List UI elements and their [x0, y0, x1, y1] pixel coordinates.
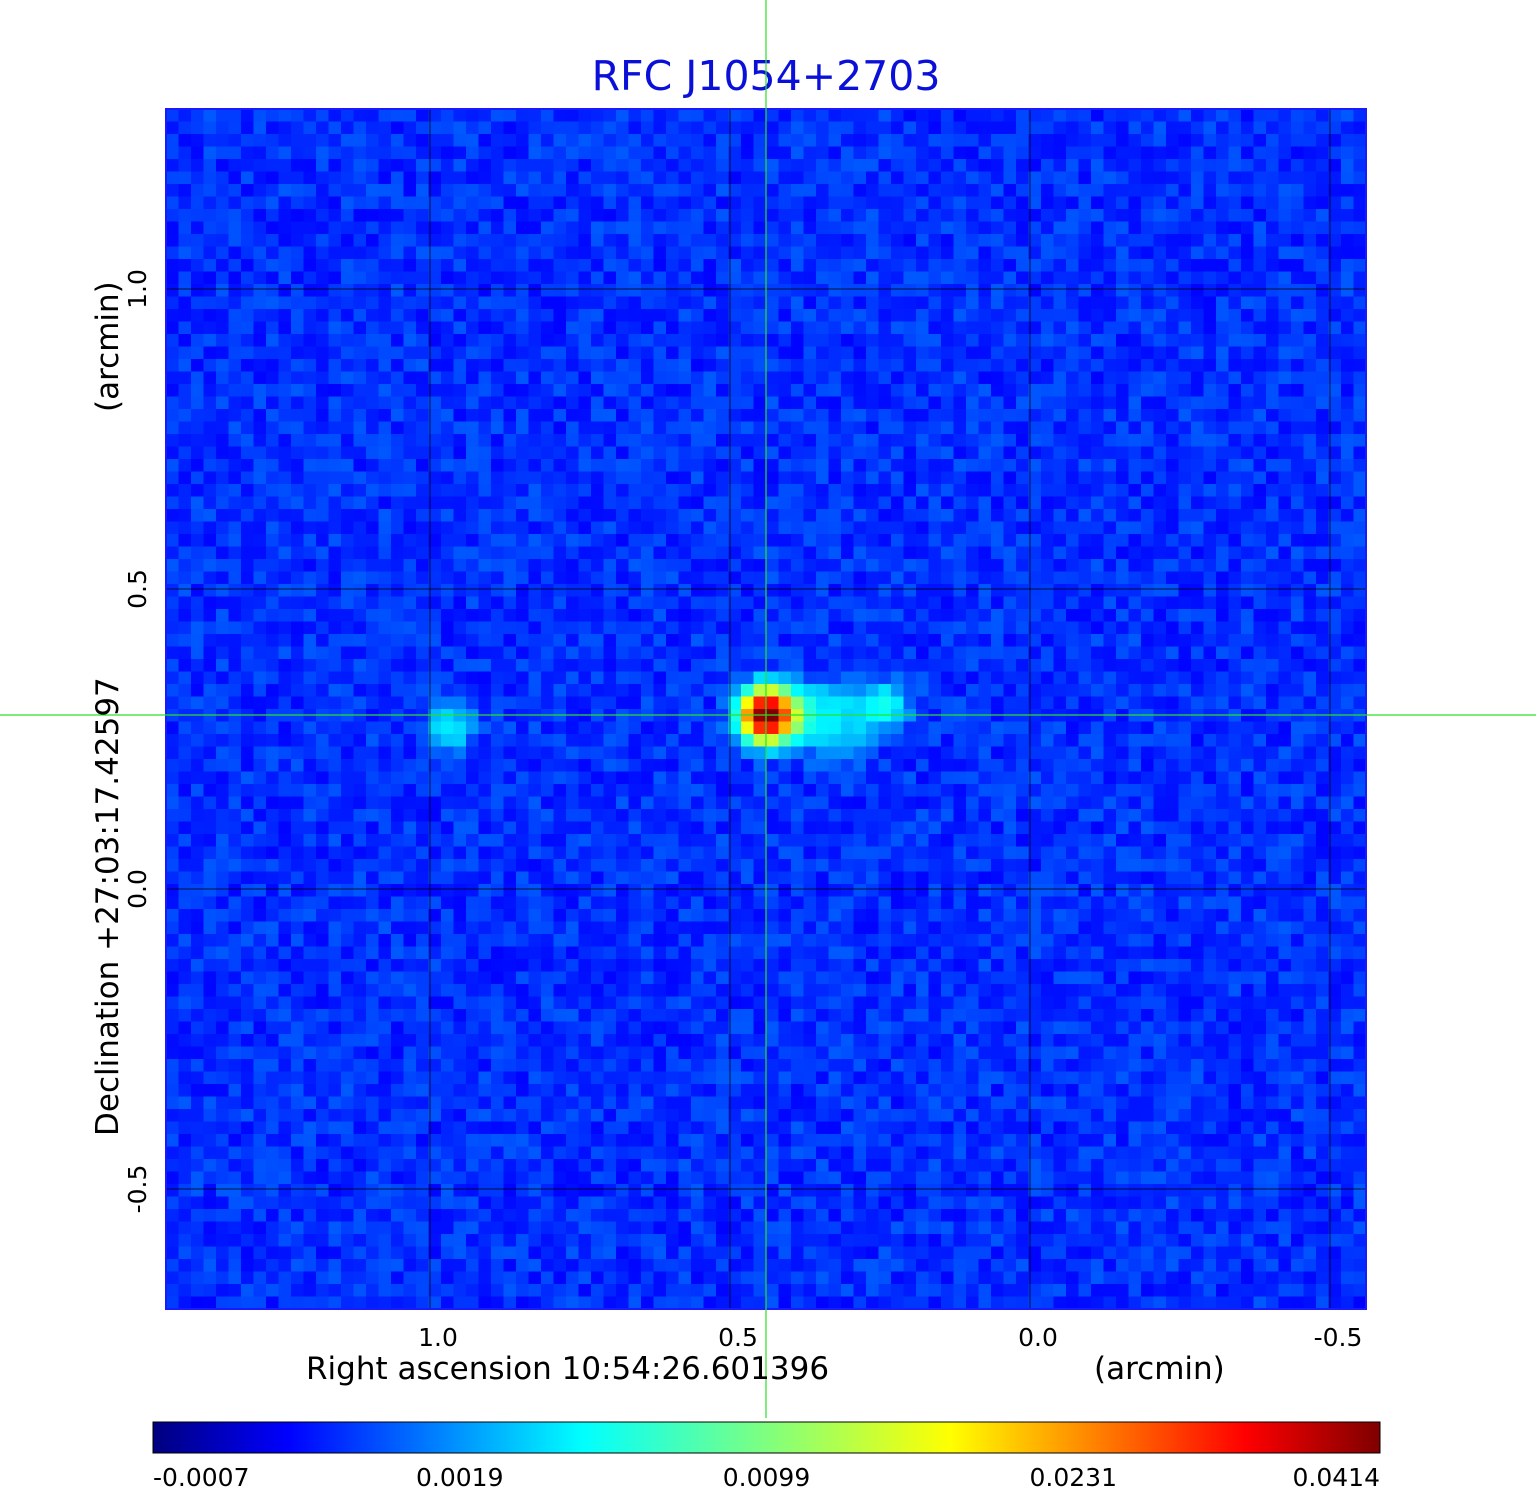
- colorbar-tick-label: 0.0019: [416, 1463, 503, 1492]
- colorbar-tick-label: 0.0099: [723, 1463, 810, 1492]
- plot-area: [165, 108, 1367, 1310]
- x-tick-labels: 1.0 0.5 0.0 -0.5: [418, 1323, 1362, 1352]
- x-tick-label: -0.5: [1314, 1323, 1363, 1352]
- colorbar-tick-label: -0.0007: [153, 1463, 250, 1492]
- y-tick-label: 0.0: [123, 869, 152, 909]
- y-axis-unit: (arcmin): [90, 281, 126, 412]
- x-axis-label: Right ascension 10:54:26.601396: [306, 1351, 829, 1387]
- x-tick-label: 1.0: [418, 1323, 458, 1352]
- y-tick-label: 1.0: [123, 269, 152, 309]
- x-tick-label: 0.0: [1018, 1323, 1058, 1352]
- y-tick-label: 0.5: [123, 569, 152, 609]
- y-tick-labels: 1.0 0.5 0.0 -0.5: [123, 269, 152, 1213]
- y-axis-label: Declination +27:03:17.42597: [90, 677, 126, 1136]
- colorbar-tick-labels: -0.0007 0.0019 0.0099 0.0231 0.0414: [153, 1463, 1380, 1492]
- x-tick-label: 0.5: [718, 1323, 758, 1352]
- intensity-image: [166, 109, 1367, 1310]
- colorbar-tick-label: 0.0414: [1293, 1463, 1380, 1492]
- x-axis-unit: (arcmin): [1094, 1351, 1225, 1387]
- y-tick-label: -0.5: [123, 1165, 152, 1214]
- colorbar: [152, 1421, 1381, 1454]
- colorbar-tick-label: 0.0231: [1030, 1463, 1117, 1492]
